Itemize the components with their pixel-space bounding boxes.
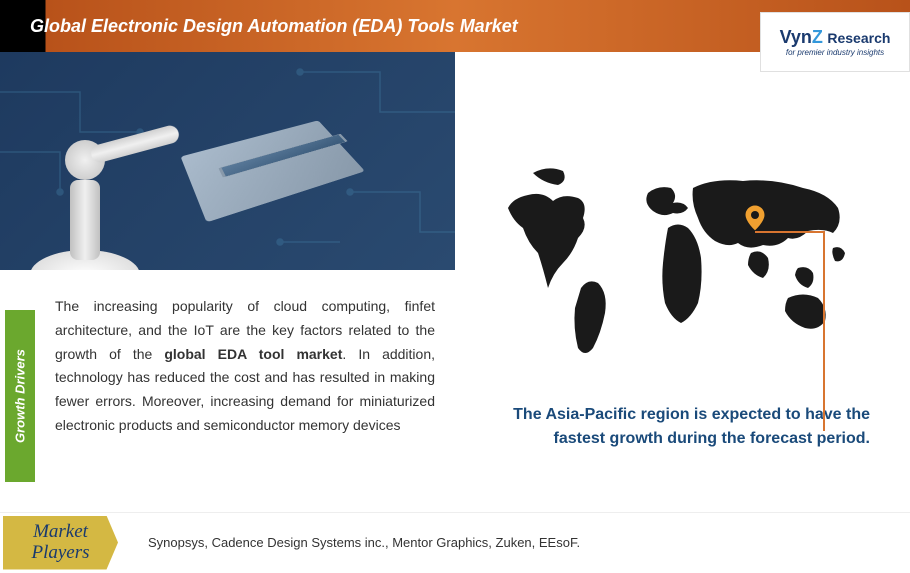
map-pin-icon: [745, 205, 765, 231]
market-label-line1: Market: [33, 522, 88, 543]
robot-arm-graphic: [20, 110, 160, 270]
footer-bar: Market Players Synopsys, Cadence Design …: [0, 512, 910, 572]
right-panel: The Asia-Pacific region is expected to h…: [455, 52, 910, 512]
logo-sub-word: Research: [827, 30, 890, 46]
page-title: Global Electronic Design Automation (EDA…: [30, 16, 518, 37]
brand-logo: VynZ Research for premier industry insig…: [760, 12, 910, 72]
growth-drivers-label: Growth Drivers: [5, 310, 35, 482]
logo-tagline: for premier industry insights: [786, 48, 884, 57]
left-panel: Growth Drivers The increasing popularity…: [0, 52, 455, 512]
market-players-label: Market Players: [3, 516, 118, 570]
hero-illustration: [0, 52, 455, 270]
map-callout-line: [755, 231, 825, 431]
growth-text-bold: global EDA tool market: [164, 346, 342, 362]
growth-drivers-text: The increasing popularity of cloud compu…: [35, 280, 455, 512]
market-label-line2: Players: [31, 543, 89, 564]
logo-text: VynZ Research: [780, 27, 891, 48]
market-players-list: Synopsys, Cadence Design Systems inc., M…: [118, 535, 910, 550]
growth-drivers-section: Growth Drivers The increasing popularity…: [0, 270, 455, 512]
world-map: [493, 153, 873, 373]
logo-main-text: VynZ: [780, 27, 823, 47]
content-area: Growth Drivers The increasing popularity…: [0, 52, 910, 512]
